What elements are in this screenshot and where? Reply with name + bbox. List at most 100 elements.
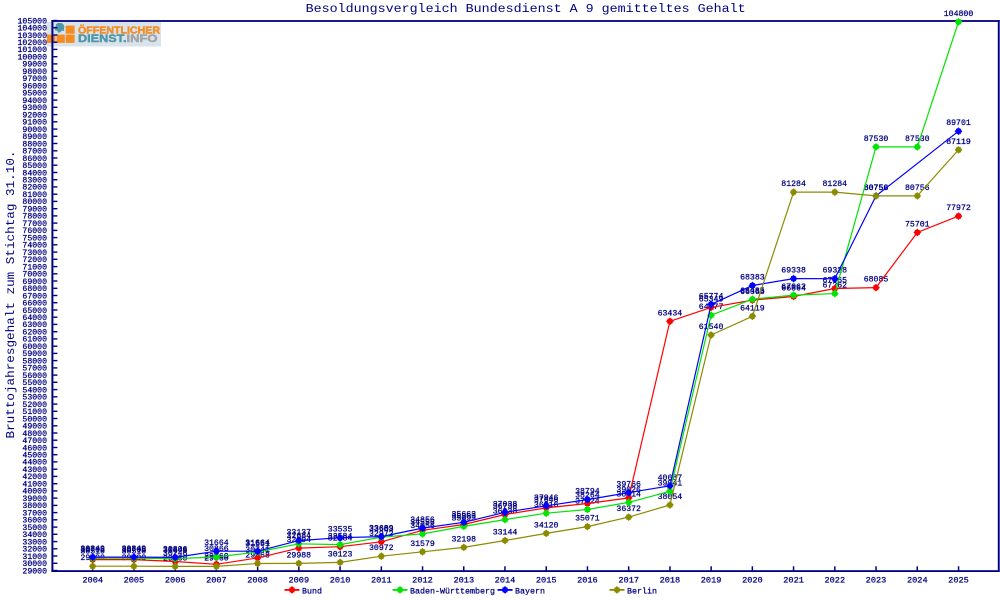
svg-text:2019: 2019 (701, 576, 722, 586)
svg-text:2020: 2020 (742, 576, 763, 586)
svg-text:89000: 89000 (22, 133, 47, 142)
svg-text:43000: 43000 (22, 466, 47, 475)
svg-text:34000: 34000 (22, 531, 47, 540)
svg-text:Bund: Bund (302, 587, 322, 597)
svg-text:72000: 72000 (22, 256, 47, 265)
svg-text:68000: 68000 (22, 285, 47, 294)
svg-text:40687: 40687 (658, 474, 683, 483)
svg-text:31664: 31664 (245, 539, 270, 548)
svg-text:41000: 41000 (22, 481, 47, 490)
svg-text:32198: 32198 (452, 535, 477, 544)
svg-text:30849: 30849 (80, 545, 105, 554)
svg-text:34856: 34856 (410, 516, 435, 525)
svg-text:45000: 45000 (22, 452, 47, 461)
svg-text:2016: 2016 (577, 576, 598, 586)
svg-text:67000: 67000 (22, 292, 47, 301)
svg-text:2015: 2015 (536, 576, 557, 586)
svg-text:64119: 64119 (740, 304, 765, 313)
svg-text:2024: 2024 (907, 576, 928, 586)
svg-text:80000: 80000 (22, 198, 47, 207)
svg-text:81000: 81000 (22, 191, 47, 200)
svg-text:74000: 74000 (22, 242, 47, 251)
svg-text:30123: 30123 (328, 550, 353, 559)
svg-text:63434: 63434 (658, 309, 683, 318)
svg-text:65774: 65774 (699, 292, 724, 301)
svg-text:2018: 2018 (660, 576, 681, 586)
svg-text:31000: 31000 (22, 553, 47, 562)
svg-text:2011: 2011 (371, 576, 392, 586)
svg-text:50000: 50000 (22, 415, 47, 424)
svg-text:35363: 35363 (452, 513, 477, 522)
svg-text:34556: 34556 (410, 518, 435, 527)
svg-text:Besoldungsvergleich Bundesdien: Besoldungsvergleich Bundesdienst A 9 gem… (306, 3, 746, 16)
svg-text:69338: 69338 (781, 267, 806, 276)
svg-text:88000: 88000 (22, 140, 47, 149)
svg-text:101000: 101000 (18, 46, 48, 55)
svg-text:54000: 54000 (22, 386, 47, 395)
svg-text:Berlin: Berlin (627, 587, 657, 597)
svg-text:31579: 31579 (410, 540, 435, 549)
svg-text:90000: 90000 (22, 126, 47, 135)
svg-text:37646: 37646 (534, 496, 559, 505)
svg-text:77000: 77000 (22, 220, 47, 229)
svg-text:94000: 94000 (22, 97, 47, 106)
svg-text:2014: 2014 (495, 576, 516, 586)
svg-text:Bruttojahresgehalt zum Stichta: Bruttojahresgehalt zum Stichtag 31.10. (5, 151, 18, 439)
svg-text:30000: 30000 (22, 560, 47, 569)
svg-text:2006: 2006 (165, 576, 186, 586)
svg-text:36738: 36738 (493, 503, 518, 512)
svg-text:32684: 32684 (287, 532, 312, 541)
svg-text:2013: 2013 (453, 576, 474, 586)
svg-text:2007: 2007 (206, 576, 227, 586)
svg-text:104000: 104000 (18, 25, 48, 34)
svg-text:30510: 30510 (80, 548, 105, 557)
svg-text:68383: 68383 (740, 274, 765, 283)
svg-text:80756: 80756 (864, 184, 889, 193)
svg-text:69328: 69328 (823, 267, 848, 276)
svg-text:80756: 80756 (905, 184, 930, 193)
svg-text:62000: 62000 (22, 329, 47, 338)
svg-text:30705: 30705 (80, 546, 105, 555)
svg-text:2025: 2025 (948, 576, 969, 586)
svg-text:89701: 89701 (946, 119, 971, 128)
svg-text:2017: 2017 (618, 576, 639, 586)
svg-text:2023: 2023 (866, 576, 887, 586)
svg-text:93000: 93000 (22, 104, 47, 113)
svg-text:51000: 51000 (22, 408, 47, 417)
svg-text:39766: 39766 (616, 481, 641, 490)
svg-text:Baden-Württemberg: Baden-Württemberg (410, 587, 495, 597)
svg-text:69000: 69000 (22, 278, 47, 287)
svg-text:61000: 61000 (22, 336, 47, 345)
svg-text:38054: 38054 (658, 493, 683, 502)
svg-text:33603: 33603 (369, 525, 394, 534)
svg-text:34120: 34120 (534, 521, 559, 530)
svg-text:60000: 60000 (22, 343, 47, 352)
svg-text:2022: 2022 (824, 576, 845, 586)
svg-text:91000: 91000 (22, 119, 47, 128)
svg-text:37000: 37000 (22, 509, 47, 518)
svg-text:84000: 84000 (22, 169, 47, 178)
svg-text:46000: 46000 (22, 444, 47, 453)
svg-text:39000: 39000 (22, 495, 47, 504)
svg-text:65000: 65000 (22, 307, 47, 316)
svg-text:47000: 47000 (22, 437, 47, 446)
svg-text:30646: 30646 (163, 547, 188, 556)
svg-text:29000: 29000 (22, 567, 47, 576)
svg-text:49000: 49000 (22, 423, 47, 432)
svg-text:2021: 2021 (783, 576, 804, 586)
svg-text:32000: 32000 (22, 546, 47, 555)
svg-text:81284: 81284 (781, 180, 806, 189)
svg-text:98000: 98000 (22, 68, 47, 77)
svg-text:31664: 31664 (204, 539, 229, 548)
svg-text:77972: 77972 (946, 204, 971, 213)
svg-text:100000: 100000 (18, 54, 48, 63)
svg-text:2004: 2004 (82, 576, 103, 586)
svg-text:DIENST.: DIENST. (78, 33, 127, 45)
svg-text:78000: 78000 (22, 213, 47, 222)
svg-text:38794: 38794 (575, 488, 600, 497)
svg-text:86000: 86000 (22, 155, 47, 164)
svg-text:57000: 57000 (22, 365, 47, 374)
svg-text:2008: 2008 (247, 576, 268, 586)
svg-text:66485: 66485 (740, 287, 765, 296)
svg-text:56000: 56000 (22, 372, 47, 381)
